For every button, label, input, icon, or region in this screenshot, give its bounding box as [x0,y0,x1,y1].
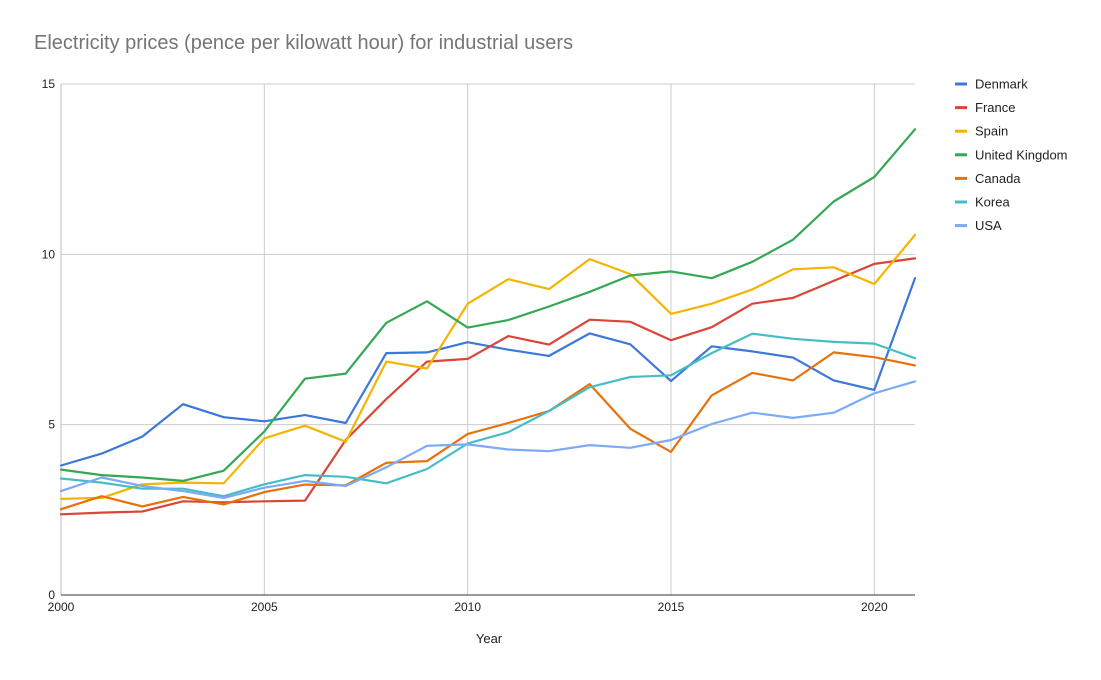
legend-label-united-kingdom: United Kingdom [975,147,1068,162]
series-line-united-kingdom [59,128,917,482]
series-line-canada [59,351,917,511]
series-line-spain [59,233,917,500]
series-line-denmark [59,277,917,467]
legend-label-usa: USA [975,218,1002,233]
y-tick-label: 5 [48,418,55,432]
series-line-usa [59,380,917,499]
series-line-france [59,257,917,516]
x-tick-label: 2010 [454,600,481,614]
y-tick-label: 10 [42,247,56,261]
chart-title: Electricity prices (pence per kilowatt h… [34,32,574,54]
legend-label-spain: Spain [975,124,1008,139]
legend-label-canada: Canada [975,171,1021,186]
x-tick-label: 2020 [861,600,888,614]
x-tick-label: 2015 [658,600,685,614]
legend-label-denmark: Denmark [975,77,1028,92]
y-tick-label: 0 [48,588,55,602]
x-axis-title: Year [476,631,503,646]
x-tick-label: 2000 [48,600,75,614]
series-line-korea [59,332,917,498]
x-tick-label: 2005 [251,600,278,614]
legend-label-france: France [975,100,1015,115]
y-tick-label: 15 [42,77,56,91]
legend-label-korea: Korea [975,195,1010,210]
